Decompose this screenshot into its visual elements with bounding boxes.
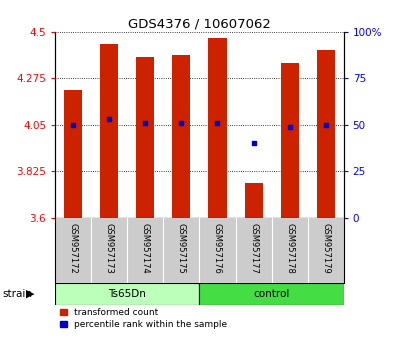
Bar	[280, 63, 299, 218]
Point	[250, 141, 257, 146]
Text: GSM957177: GSM957177	[249, 223, 258, 274]
Text: ▶: ▶	[26, 289, 35, 299]
Text: GSM957174: GSM957174	[141, 223, 150, 274]
Text: GSM957179: GSM957179	[321, 223, 330, 274]
Bar	[100, 44, 118, 218]
Bar	[209, 38, 226, 218]
Point	[322, 122, 329, 127]
Bar	[245, 183, 263, 218]
Bar	[136, 57, 154, 218]
Text: control: control	[253, 289, 290, 299]
Point	[214, 120, 221, 126]
Point	[178, 120, 184, 126]
Text: Ts65Dn: Ts65Dn	[109, 289, 146, 299]
Point	[106, 116, 113, 121]
FancyBboxPatch shape	[55, 282, 199, 305]
Point	[286, 124, 293, 130]
Title: GDS4376 / 10607062: GDS4376 / 10607062	[128, 18, 271, 31]
Legend: transformed count, percentile rank within the sample: transformed count, percentile rank withi…	[60, 308, 228, 329]
Text: GSM957172: GSM957172	[69, 223, 78, 274]
Text: GSM957173: GSM957173	[105, 223, 114, 274]
Point	[142, 120, 149, 126]
Point	[70, 122, 77, 127]
Bar	[317, 50, 335, 218]
Text: GSM957178: GSM957178	[285, 223, 294, 274]
Text: GSM957176: GSM957176	[213, 223, 222, 274]
Bar	[64, 90, 82, 218]
Text: GSM957175: GSM957175	[177, 223, 186, 274]
Bar	[173, 55, 190, 218]
FancyBboxPatch shape	[199, 282, 344, 305]
Text: strain: strain	[2, 289, 32, 299]
